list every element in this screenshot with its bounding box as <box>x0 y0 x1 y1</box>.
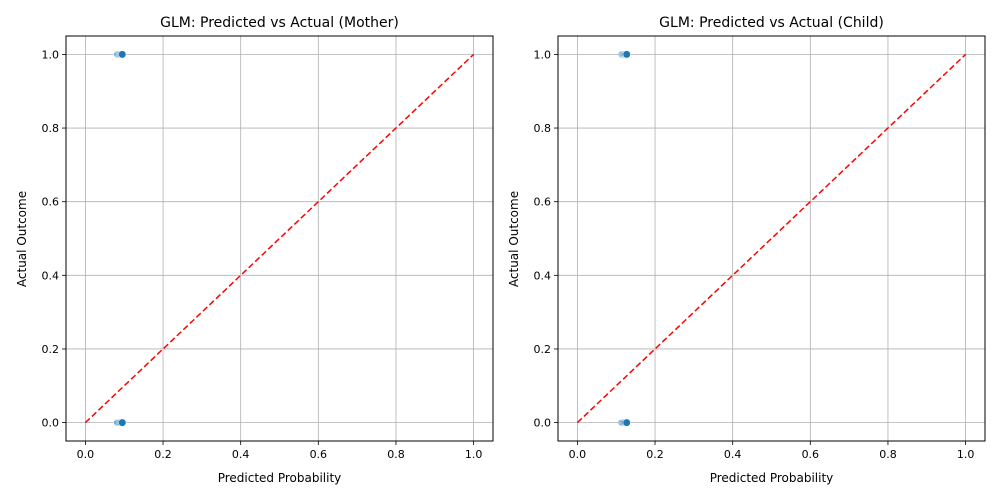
scatter-point <box>118 418 127 427</box>
y-tick-label: 0.4 <box>534 269 552 282</box>
x-axis-label: Predicted Probability <box>710 471 834 485</box>
y-axis-label: Actual Outcome <box>507 191 521 287</box>
x-tick-label: 1.0 <box>465 448 483 461</box>
scatter-point <box>622 418 631 427</box>
x-tick-label: 0.4 <box>724 448 742 461</box>
reference-line-layer <box>84 53 475 424</box>
y-tick-label: 0.4 <box>42 269 60 282</box>
grid-lines <box>558 36 985 441</box>
reference-line <box>84 53 475 424</box>
chart-title: GLM: Predicted vs Actual (Mother) <box>160 15 399 31</box>
y-tick-label: 0.6 <box>42 196 60 209</box>
plot-area-frame <box>65 35 494 442</box>
x-tick-label: 0.8 <box>387 448 405 461</box>
y-tick-label: 0.8 <box>534 122 552 135</box>
x-axis-label: Predicted Probability <box>218 471 342 485</box>
scatter-point <box>622 50 631 59</box>
y-tick-label: 1.0 <box>534 48 552 61</box>
x-tick-label: 0.0 <box>569 448 587 461</box>
y-tick-label: 0.2 <box>42 343 60 356</box>
tick-labels: 0.0 0.2 0.4 0.6 0.8 1.0 0.0 0.2 0.4 0.6 0.8 1.0 <box>42 48 483 461</box>
chart-panel-mother: GLM: Predicted vs Actual (Mother) Predic… <box>15 15 494 485</box>
y-tick-label: 0.8 <box>42 122 60 135</box>
y-tick-label: 1.0 <box>42 48 60 61</box>
y-tick-label: 0.0 <box>42 417 60 430</box>
y-tick-label: 0.6 <box>534 196 552 209</box>
y-tick-label: 0.2 <box>534 343 552 356</box>
x-tick-label: 0.4 <box>232 448 250 461</box>
x-tick-label: 0.6 <box>802 448 820 461</box>
tick-labels: 0.0 0.2 0.4 0.6 0.8 1.0 0.0 0.2 0.4 0.6 0.8 1.0 <box>534 48 975 461</box>
plot-area-frame <box>557 35 986 442</box>
scatter-points <box>617 50 631 427</box>
y-tick-label: 0.0 <box>534 417 552 430</box>
x-tick-label: 1.0 <box>957 448 975 461</box>
reference-line <box>576 53 967 424</box>
reference-line-layer <box>576 53 967 424</box>
grid-lines <box>66 36 493 441</box>
scatter-point <box>118 50 127 59</box>
y-axis-label: Actual Outcome <box>15 191 29 287</box>
x-tick-label: 0.2 <box>646 448 664 461</box>
chart-panel-child: GLM: Predicted vs Actual (Child) Predict… <box>507 15 986 485</box>
x-tick-label: 0.0 <box>77 448 95 461</box>
x-tick-label: 0.8 <box>879 448 897 461</box>
chart-title: GLM: Predicted vs Actual (Child) <box>659 15 884 31</box>
x-tick-label: 0.2 <box>154 448 172 461</box>
scatter-points <box>113 50 127 427</box>
x-tick-label: 0.6 <box>310 448 328 461</box>
